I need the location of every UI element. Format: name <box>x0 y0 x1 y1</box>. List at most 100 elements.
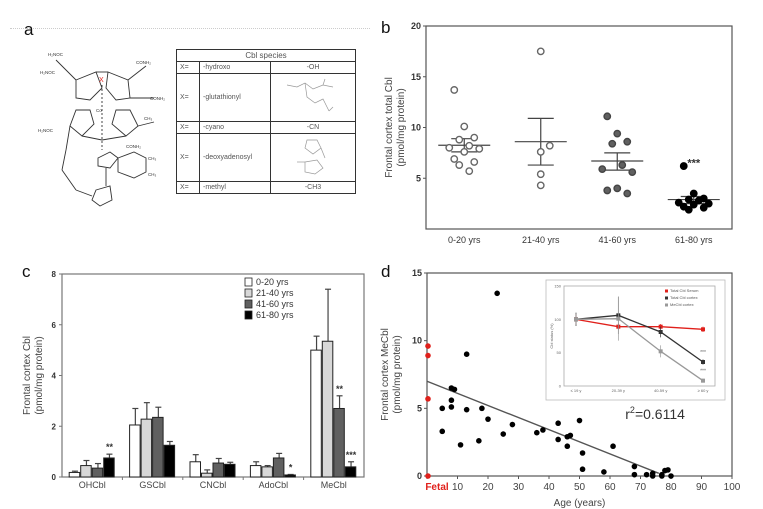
legend-label: 41-60 yrs <box>256 299 294 309</box>
svg-text:CONH₂: CONH₂ <box>126 144 141 149</box>
data-point <box>470 133 479 142</box>
data-point <box>659 473 665 479</box>
x-tick-label: 50 <box>574 482 586 493</box>
x-axis-label: Age (years) <box>554 498 606 509</box>
bar <box>344 466 357 478</box>
y-axis-label-units: (pmol/mg protein) <box>392 335 403 413</box>
data-point <box>601 469 607 475</box>
data-point <box>603 186 612 195</box>
inset-y-axis-label: Cbl status (%) <box>549 323 554 349</box>
significance-annotation: * <box>289 462 293 472</box>
data-point <box>448 404 455 410</box>
x-tick-label: 80 <box>665 482 677 493</box>
data-point <box>545 141 554 150</box>
svg-text:Co: Co <box>96 108 102 113</box>
panel-label-d: d <box>381 262 391 281</box>
data-point <box>485 416 491 422</box>
data-point <box>536 170 545 179</box>
r-squared-value: =0.6114 <box>635 406 685 422</box>
legend-swatch <box>244 310 253 320</box>
chart-c-cbl-species-bars: 0 2 4 6 8 Frontal cortex Cbl (pmol/mg protein)… <box>22 270 365 490</box>
legend-label: 21-40 yrs <box>256 288 294 298</box>
bar <box>163 444 176 478</box>
data-point <box>598 165 607 174</box>
data-point <box>579 466 586 473</box>
bar <box>80 465 92 478</box>
inset-series-line <box>575 318 704 330</box>
y-tick-label: 15 <box>411 72 421 82</box>
data-point <box>704 199 713 208</box>
data-point <box>450 155 459 163</box>
panel-a-divider <box>10 28 370 29</box>
cobalamin-structure-drawing: H₂NOC H₂NOC CONH₂ CONH₂ CH₃ H₂NOC CONH₂ … <box>38 52 165 207</box>
data-point <box>623 189 632 198</box>
data-point <box>475 144 484 153</box>
x-tick-label: 100 <box>724 482 741 493</box>
data-point <box>618 161 627 169</box>
r-symbol: r <box>625 406 630 422</box>
table-cell: -hydroxo <box>198 61 272 74</box>
inset-legend-marker <box>665 289 668 293</box>
inset-data-point <box>658 349 663 354</box>
data-point <box>576 417 583 424</box>
inset-legend-label: MeCbl cortex <box>670 302 694 307</box>
inset-legend-label: Total Cbl cortex <box>670 295 698 300</box>
y-tick-label: 5 <box>416 173 421 183</box>
y-tick-label: 20 <box>411 21 421 31</box>
inset-significance-annotation: *** <box>700 369 706 375</box>
data-point <box>603 112 612 121</box>
data-point <box>448 397 455 404</box>
inset-data-point <box>658 330 663 334</box>
bar <box>310 349 322 478</box>
inset-legend-marker <box>665 296 668 300</box>
inset-series-line <box>575 318 704 382</box>
data-point <box>628 168 637 177</box>
data-point <box>494 290 500 297</box>
data-point <box>476 438 482 444</box>
table-row: X= -deoxyadenosyl <box>176 133 356 182</box>
panel-label-b: b <box>381 18 391 37</box>
inset-data-point <box>616 316 621 321</box>
data-point <box>460 122 469 131</box>
inset-x-tick-label: ≤ 19 y <box>571 388 582 393</box>
x-tick-label: 10 <box>452 482 464 493</box>
inset-series-line <box>575 314 704 363</box>
inset-data-point <box>701 327 705 332</box>
table-cell: -deoxyadenosyl <box>198 133 272 182</box>
table-title: Cbl species <box>176 49 356 62</box>
svg-text:CH₃: CH₃ <box>148 172 156 177</box>
table-row: X= -glutathionyl <box>176 73 356 122</box>
y-tick-label: 10 <box>411 123 421 133</box>
data-point <box>470 158 479 166</box>
fetal-data-point <box>425 396 431 402</box>
panel-label-c: c <box>22 262 31 281</box>
table-cell: X= <box>176 181 200 194</box>
significance-annotation: ** <box>106 442 114 452</box>
legend-swatch <box>244 288 253 298</box>
data-point <box>631 463 638 470</box>
data-point <box>451 386 458 393</box>
inset-y-tick-label: 100 <box>554 317 561 322</box>
bar <box>152 416 164 478</box>
x-tick-label: 0-20 yrs <box>448 235 481 245</box>
data-point <box>684 195 693 204</box>
data-point <box>465 167 474 176</box>
y-tick-label: 6 <box>52 321 57 330</box>
table-cell: X= <box>176 121 200 134</box>
data-point <box>439 428 446 435</box>
y-tick-label: 5 <box>417 403 422 413</box>
table-cell: X= <box>176 133 200 182</box>
bar <box>68 471 81 478</box>
data-point <box>500 431 507 437</box>
x-tick-label: 61-80 yrs <box>675 235 713 245</box>
data-point <box>450 86 459 94</box>
x-tick-label: 40 <box>543 482 555 493</box>
data-point <box>567 432 574 439</box>
bar <box>261 466 273 478</box>
y-tick-label: 15 <box>412 268 422 278</box>
x-tick-label: MeCbl <box>321 480 347 490</box>
x-tick-label: 20 <box>482 482 494 493</box>
y-tick-label: 10 <box>412 336 422 346</box>
data-point <box>536 47 545 56</box>
fetal-data-point <box>425 352 431 359</box>
